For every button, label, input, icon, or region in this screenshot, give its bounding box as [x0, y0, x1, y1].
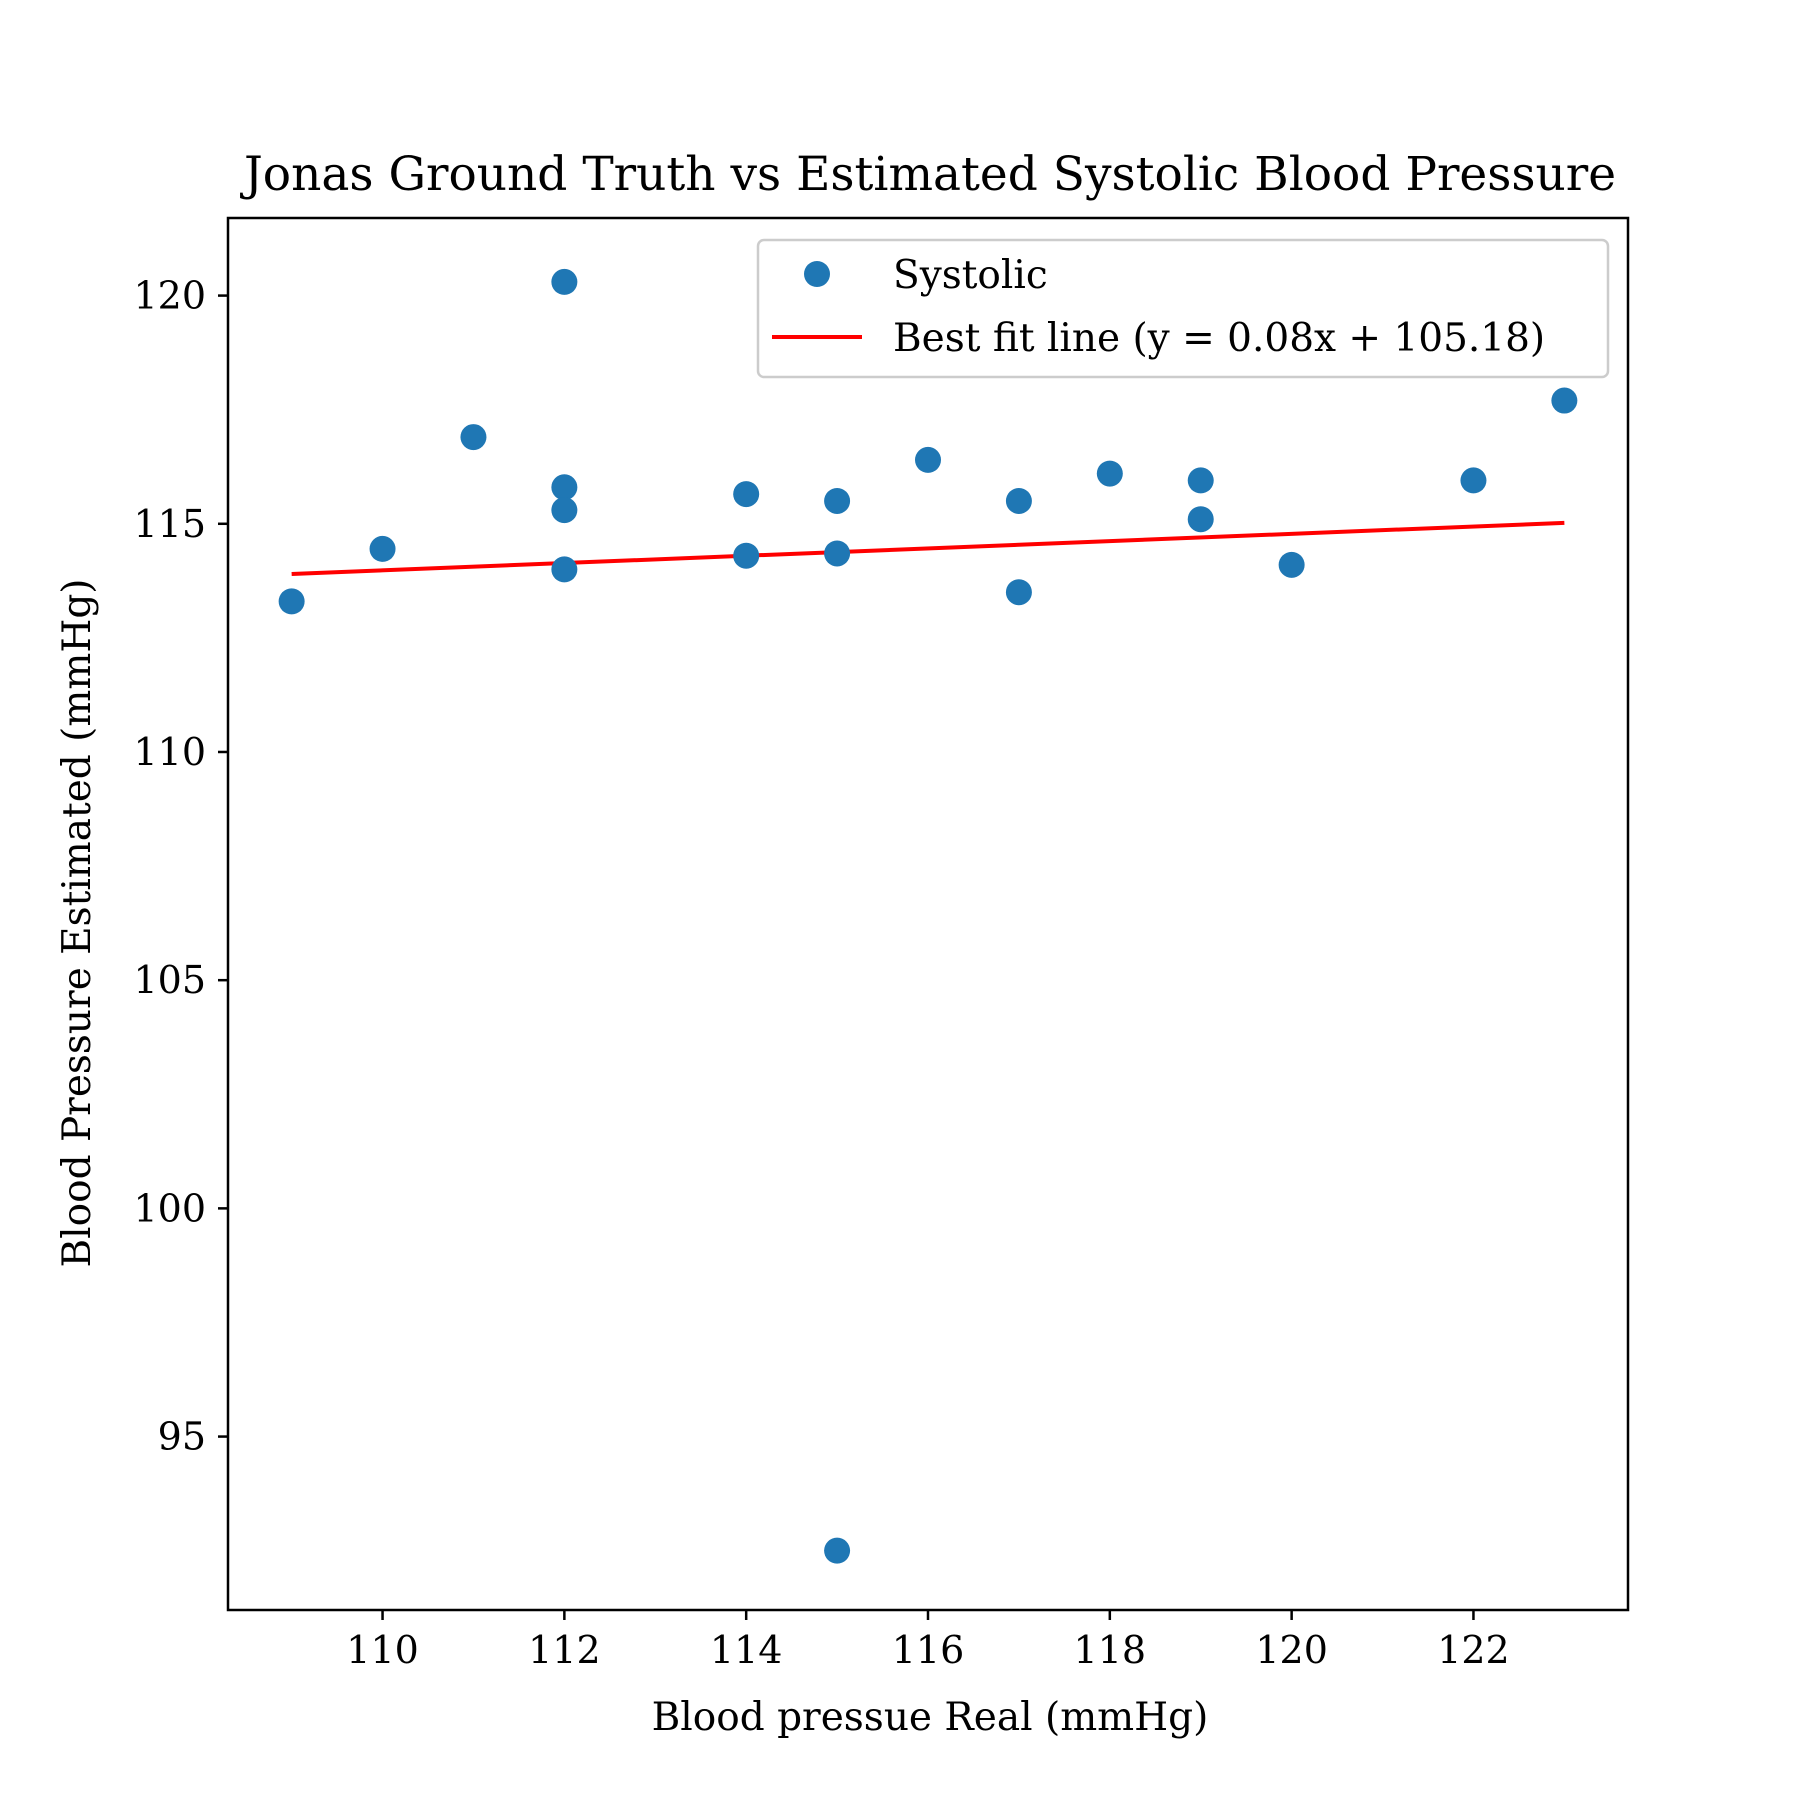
plot-area [278, 268, 1578, 1564]
scatter-point [551, 497, 578, 524]
scatter-point [1460, 467, 1487, 494]
x-tick-label: 116 [892, 1628, 965, 1672]
scatter-point [733, 542, 760, 569]
scatter-point [1005, 579, 1032, 606]
legend-marker-systolic [804, 261, 830, 287]
scatter-point [551, 474, 578, 501]
y-axis: 95 100 105 110 115 120 [133, 274, 228, 1459]
legend: Systolic Best fit line (y = 0.08x + 105.… [756, 238, 1610, 379]
scatter-point [1187, 467, 1214, 494]
x-tick-label: 118 [1074, 1628, 1147, 1672]
x-tick-label: 110 [346, 1628, 419, 1672]
best-fit-line [291, 520, 1565, 576]
scatter-point [915, 446, 941, 473]
legend-box [756, 238, 1610, 379]
scatter-point [1551, 387, 1578, 414]
legend-label-best-fit: Best fit line (y = 0.08x + 105.18) [893, 316, 1545, 361]
scatter-point [369, 535, 396, 562]
y-tick-label: 100 [133, 1186, 206, 1230]
y-tick-label: 110 [133, 730, 206, 774]
scatter-point [1187, 506, 1214, 533]
y-tick-label: 115 [133, 502, 206, 546]
scatter-point [824, 487, 851, 514]
scatter-point [1096, 460, 1123, 487]
x-tick-label: 120 [1255, 1628, 1328, 1672]
scatter-point [824, 540, 851, 567]
scatter-point [733, 481, 760, 508]
scatter-point [551, 268, 578, 295]
x-axis-title: Blood pressue Real (mmHg) [652, 1695, 1209, 1740]
x-tick-label: 114 [710, 1628, 783, 1672]
y-tick-label: 95 [158, 1415, 206, 1459]
scatter-point [551, 556, 578, 583]
y-tick-label: 120 [133, 274, 206, 318]
scatter-point [1278, 551, 1305, 578]
scatter-point [278, 588, 305, 615]
scatter-point [824, 1537, 851, 1564]
scatter-point [460, 424, 487, 451]
x-axis: 110 112 114 116 118 120 122 [346, 1610, 1510, 1672]
scatter-point [1005, 487, 1032, 514]
x-tick-label: 112 [528, 1628, 601, 1672]
chart-title: Jonas Ground Truth vs Estimated Systolic… [240, 147, 1616, 202]
y-tick-label: 105 [133, 958, 206, 1002]
legend-label-systolic: Systolic [893, 253, 1048, 298]
y-axis-title: Blood Pressure Estimated (mmHg) [55, 578, 100, 1267]
x-tick-label: 122 [1437, 1628, 1510, 1672]
